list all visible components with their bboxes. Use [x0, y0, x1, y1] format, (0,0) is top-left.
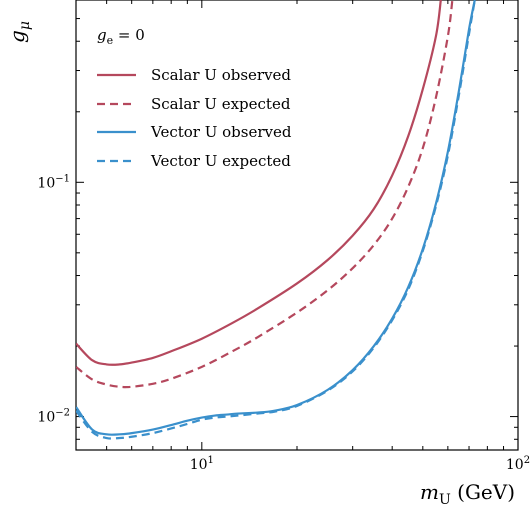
legend-label: Vector U expected [150, 152, 291, 170]
ylabel-main: g [5, 30, 29, 43]
x-tick-label: 102 [506, 455, 530, 473]
legend-label: Vector U observed [150, 123, 292, 141]
legend-label: Scalar U observed [151, 66, 291, 84]
annotation-sub: e [107, 34, 114, 47]
y-tick-exp: −2 [55, 408, 70, 419]
y-tick-label: 10−2 [37, 408, 70, 426]
xlabel-main: m [420, 480, 439, 504]
y-tick-base: 10 [37, 410, 55, 426]
annotation-tail: = 0 [113, 26, 145, 44]
series-line-2 [76, 0, 454, 389]
y-tick-base: 10 [37, 175, 55, 191]
series-line-4 [76, 0, 476, 440]
y-tick-exp: −1 [55, 173, 70, 184]
legend: Scalar U observed Scalar U expected Vector… [97, 66, 292, 170]
series-line-1 [76, 0, 442, 366]
series-layer [76, 0, 476, 440]
x-tick-exp: 2 [524, 455, 530, 466]
x-tick-label: 101 [190, 455, 214, 473]
annotation-main: g [97, 26, 107, 44]
x-tick-base: 10 [506, 457, 524, 473]
x-tick-base: 10 [190, 457, 208, 473]
plot-frame [75, 0, 519, 451]
annotation: ge = 0 [97, 26, 145, 47]
x-tick-exp: 1 [208, 455, 214, 466]
xlabel-tail: (GeV) [451, 480, 515, 504]
legend-label: Scalar U expected [151, 95, 291, 113]
x-axis-label: mU (GeV) [420, 480, 515, 508]
y-tick-label: 10−1 [37, 173, 70, 191]
y-axis-label: gμ [5, 21, 33, 43]
ylabel-sub: μ [17, 21, 33, 30]
xlabel-sub: U [439, 492, 451, 508]
